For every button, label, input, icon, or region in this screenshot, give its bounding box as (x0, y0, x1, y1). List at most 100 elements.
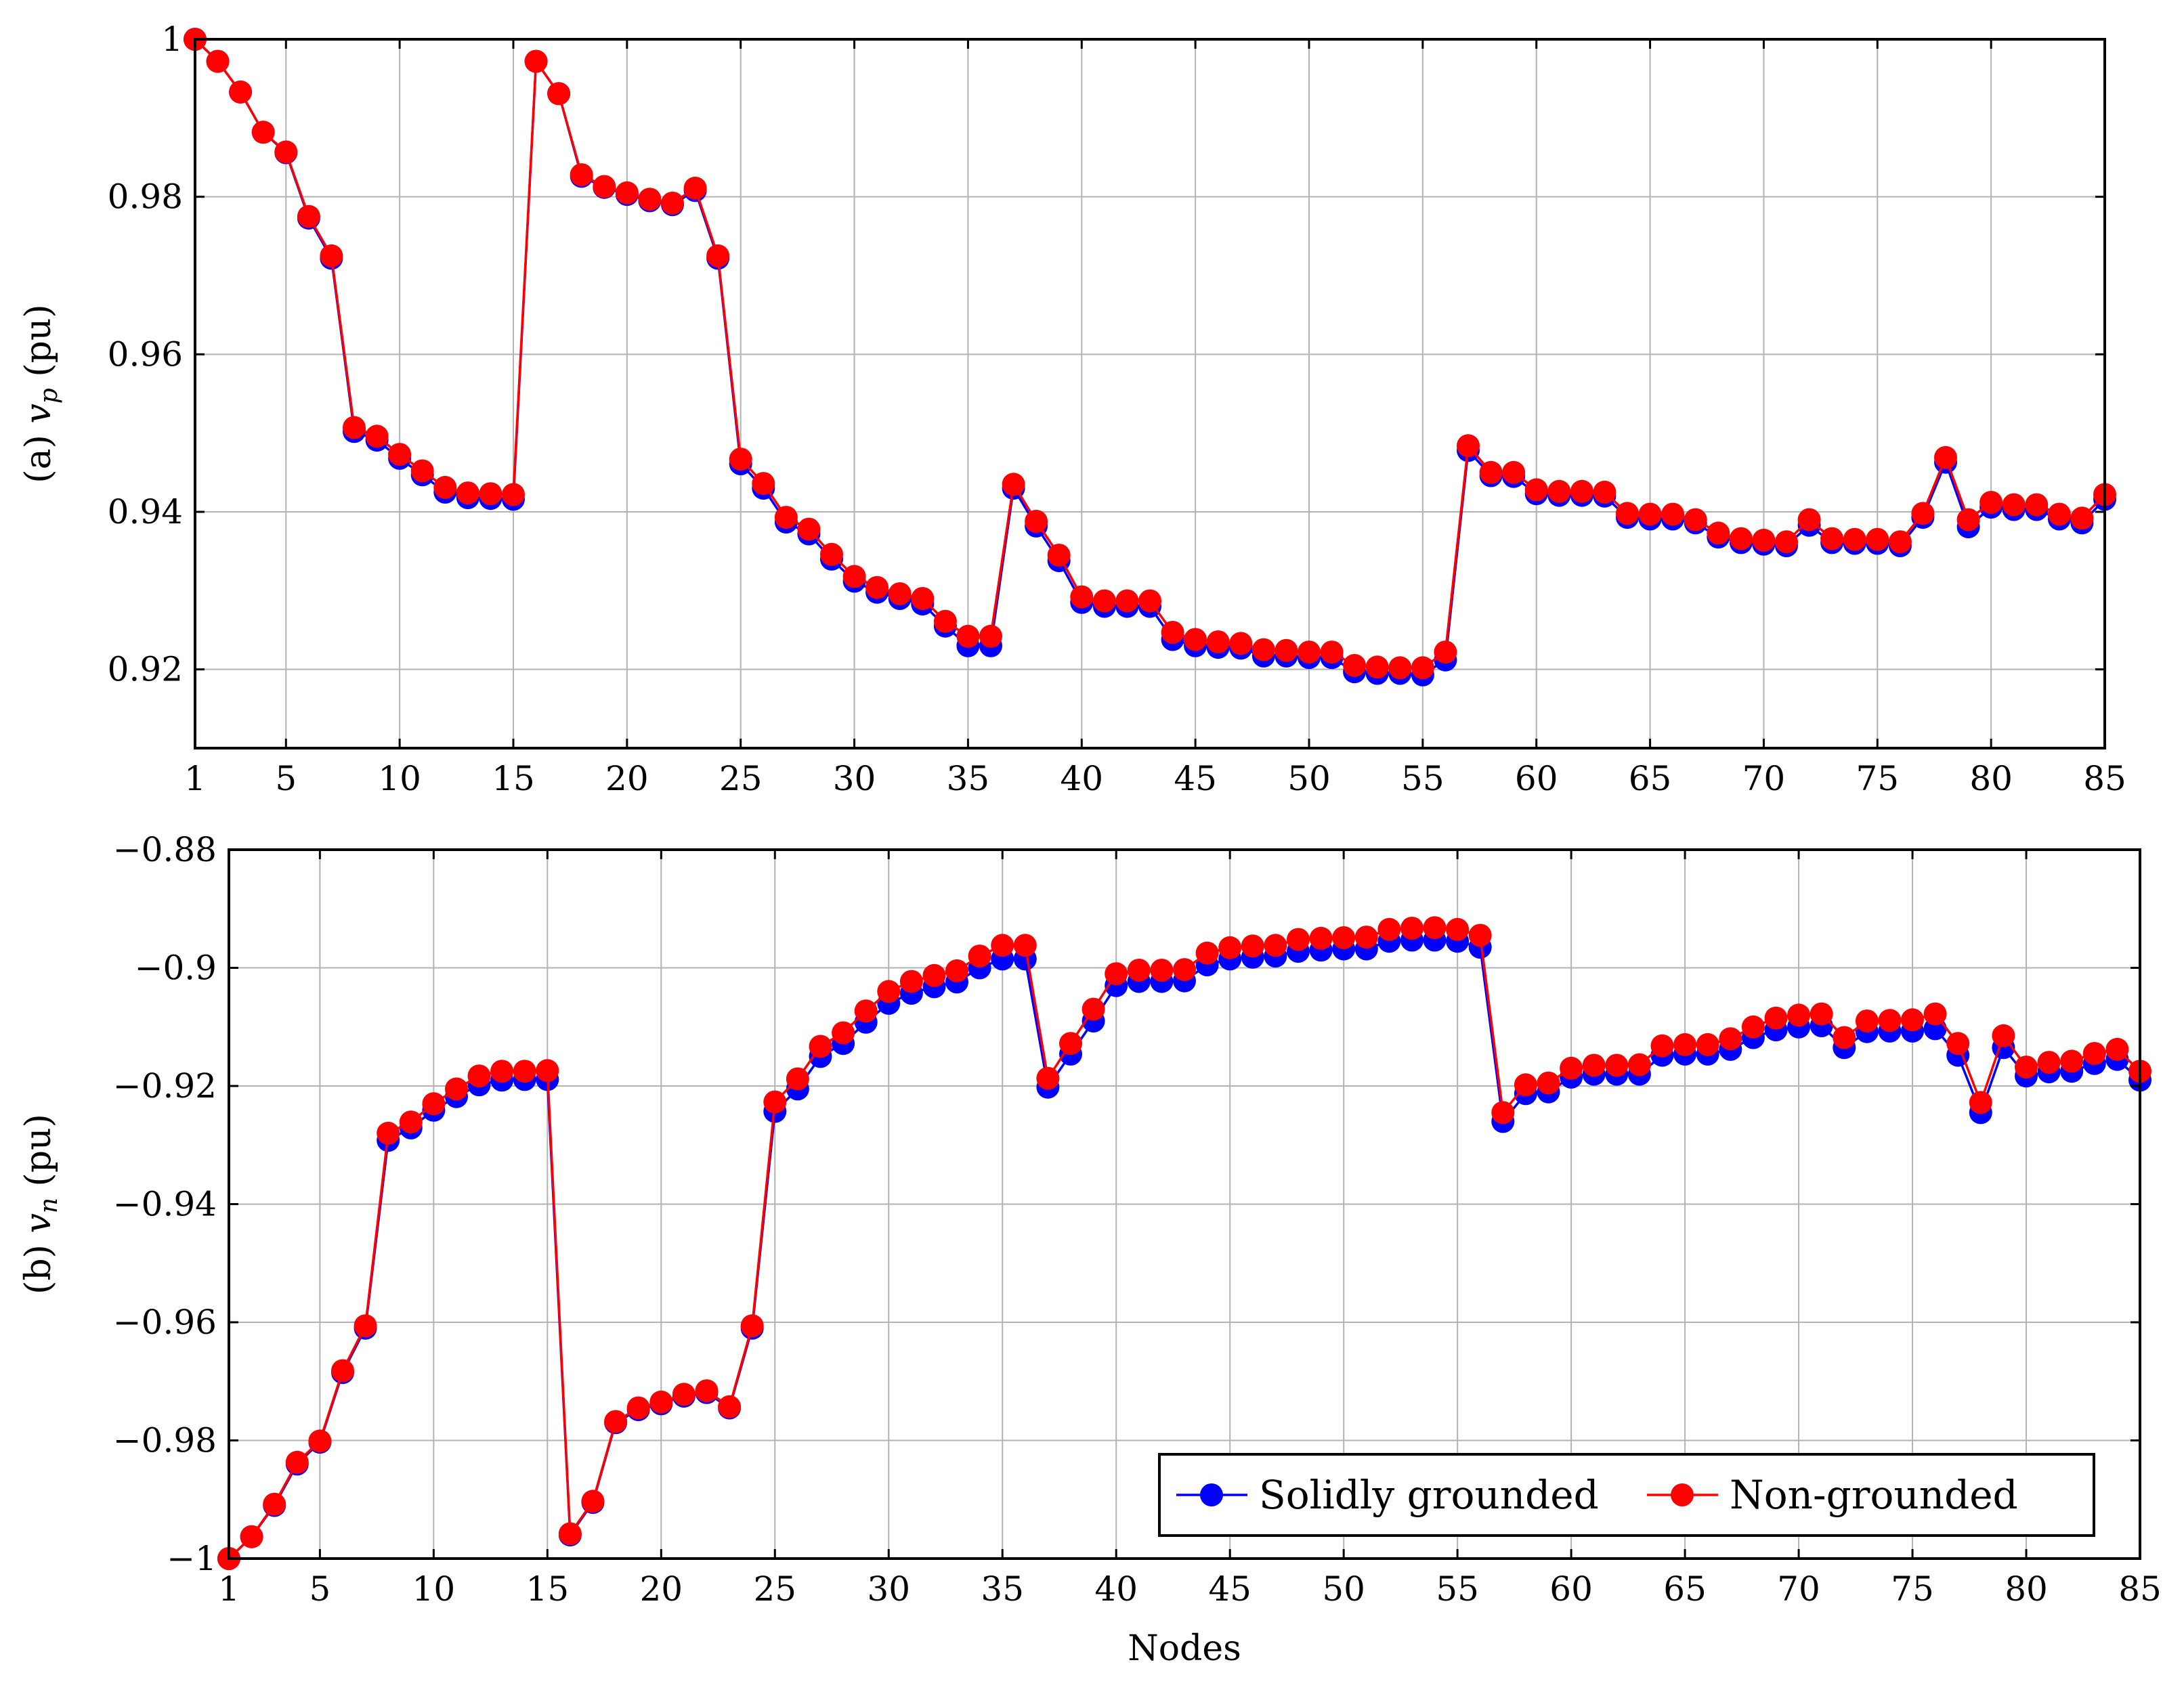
x-tick-label: 5 (275, 759, 297, 798)
x-tick-label: 80 (1969, 759, 2013, 798)
data-point (1855, 1009, 1879, 1032)
data-point (1400, 917, 1423, 940)
data-point (1582, 1053, 1606, 1077)
data-point (1729, 527, 1753, 550)
data-point (206, 49, 230, 73)
data-point (1752, 528, 1776, 552)
data-point (729, 448, 752, 471)
data-point (1741, 1015, 1765, 1039)
data-point (1150, 959, 1174, 982)
data-point (1457, 434, 1480, 458)
x-tick-label: 25 (719, 759, 763, 798)
x-tick-label: 65 (1663, 1569, 1707, 1609)
data-point (1992, 1024, 2015, 1047)
data-point (695, 1379, 719, 1403)
y-tick-label: 0.94 (108, 492, 183, 531)
data-point (661, 192, 684, 215)
x-tick-label: 5 (309, 1569, 330, 1609)
data-point (2002, 493, 2026, 517)
data-point (626, 1396, 650, 1420)
x-tick-label: 40 (1094, 1569, 1138, 1609)
y-ticks-a: 0.92 0.94 0.96 0.98 1 (108, 20, 2105, 689)
legend: Solidly grounded Non-grounded (1158, 1453, 2095, 1537)
data-point (1956, 508, 1980, 531)
data-point (933, 609, 957, 633)
data-point (422, 1092, 446, 1116)
data-point (1082, 997, 1105, 1021)
data-point (524, 49, 548, 73)
x-ticks-b: 1 5 10 15 20 25 30 35 40 45 50 55 60 65 70 75 80 85 (218, 850, 2162, 1609)
data-point (968, 944, 991, 968)
data-point (1979, 491, 2003, 514)
x-tick-label: 40 (1060, 759, 1103, 798)
series-non-grounded-a (184, 28, 2116, 680)
y-tick-label: 0.96 (108, 334, 183, 374)
legend-label: Non-grounded (1730, 1472, 2018, 1518)
data-point (1764, 1006, 1788, 1030)
data-point (842, 565, 866, 588)
x-tick-label: 30 (867, 1569, 910, 1609)
x-tick-label: 1 (184, 759, 206, 798)
data-point (297, 204, 320, 228)
data-point (1343, 653, 1367, 677)
series-non-grounded-b (217, 916, 2151, 1570)
data-point (240, 1525, 263, 1548)
data-point (877, 980, 901, 1003)
data-point (1787, 1003, 1811, 1027)
data-point (797, 517, 821, 541)
data-point (1025, 510, 1048, 533)
data-point (683, 176, 707, 200)
data-point (865, 575, 889, 599)
y-tick-label: −1 (167, 1539, 217, 1578)
series-line (194, 38, 2106, 676)
data-point (1502, 460, 1526, 484)
x-tick-label: 70 (1742, 759, 1786, 798)
data-point (558, 1522, 582, 1546)
data-point (1570, 479, 1593, 503)
data-point (763, 1090, 787, 1114)
data-point (1115, 589, 1139, 613)
y-tick-label: 0.92 (108, 650, 183, 689)
data-point (467, 1064, 491, 1088)
data-point (433, 475, 457, 499)
data-point (581, 1490, 605, 1513)
data-point (1206, 630, 1230, 653)
x-tick-label: 70 (1777, 1569, 1820, 1609)
x-tick-label: 25 (753, 1569, 796, 1609)
data-point (1888, 530, 1912, 554)
data-point (1911, 502, 1935, 525)
legend-box (1158, 1453, 2095, 1537)
data-point (2105, 1037, 2129, 1061)
data-point (991, 934, 1014, 957)
data-point (1298, 640, 1321, 664)
data-point (2060, 1049, 2084, 1073)
x-tick-label: 55 (1436, 1569, 1479, 1609)
data-point (1173, 958, 1196, 982)
x-tick-label: 85 (2083, 759, 2126, 798)
legend-label: Solidly grounded (1259, 1472, 1599, 1518)
data-point (1423, 916, 1447, 940)
data-point (331, 1359, 354, 1383)
data-point (410, 459, 434, 483)
data-point (1446, 917, 1470, 941)
data-point (490, 1060, 514, 1083)
data-point (672, 1383, 695, 1406)
x-tick-label: 10 (378, 759, 421, 798)
data-point (1934, 445, 1957, 469)
data-point (604, 1410, 628, 1433)
y-tick-label: −0.94 (113, 1185, 217, 1224)
data-point (1365, 655, 1389, 679)
data-point (979, 624, 1002, 648)
data-point (752, 472, 775, 496)
data-point (445, 1077, 468, 1101)
data-point (1969, 1091, 1992, 1114)
data-point (1707, 521, 1730, 545)
data-point (1354, 926, 1378, 949)
data-point (1593, 480, 1616, 504)
data-point (1218, 936, 1242, 959)
legend-marker (1200, 1483, 1223, 1506)
data-point (593, 175, 616, 198)
data-point (251, 121, 275, 144)
data-point (649, 1390, 673, 1414)
data-point (615, 181, 639, 204)
